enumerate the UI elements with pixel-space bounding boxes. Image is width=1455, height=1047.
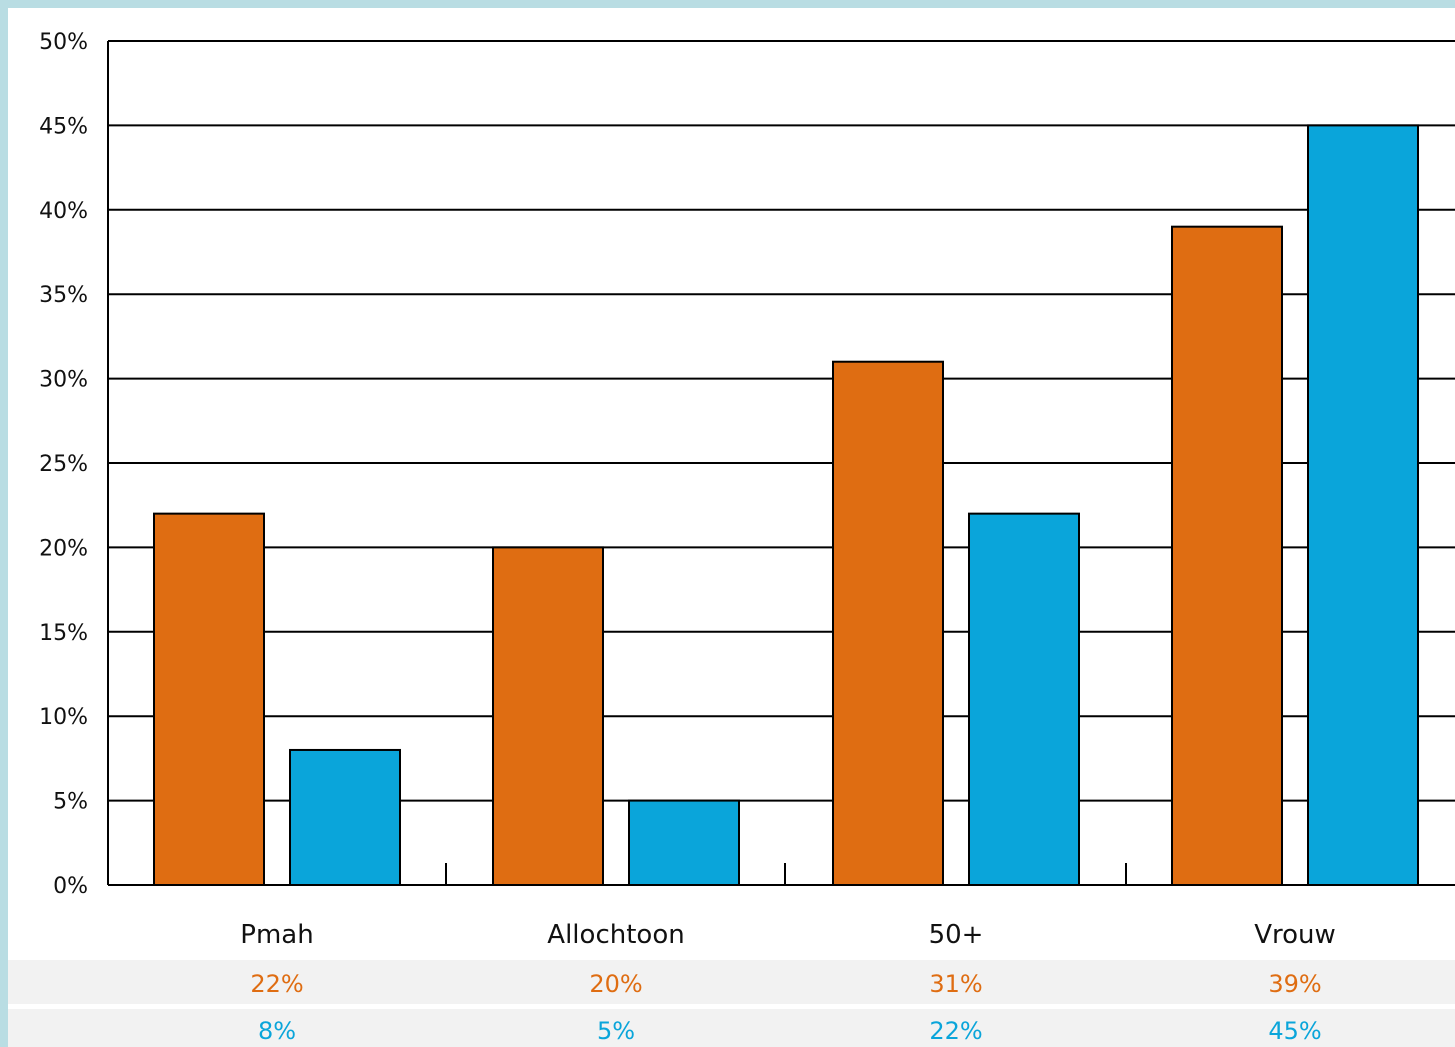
bar-allochtoon-series-1 (628, 799, 740, 886)
category-label: Pmah (240, 920, 313, 950)
y-tick-label: 10% (39, 705, 88, 730)
y-tick-label: 35% (39, 283, 88, 308)
bar-allochtoon-series-0 (492, 546, 604, 887)
row-band-series-0 (8, 960, 1455, 1004)
bar-pmah-series-0 (153, 512, 265, 886)
bar-vrouw-series-0 (1171, 225, 1283, 886)
value-label-series-1: 45% (1268, 1017, 1321, 1045)
category-label: Vrouw (1254, 920, 1336, 950)
bar-vrouw-series-1 (1307, 124, 1419, 886)
category-label: Allochtoon (547, 920, 684, 950)
bar-50-series-1 (968, 512, 1080, 886)
y-tick-label: 15% (39, 621, 88, 646)
bar-50-series-0 (832, 360, 944, 887)
value-label-series-0: 22% (250, 970, 303, 998)
category-labels: Pmah Allochtoon 50+ Vrouw (240, 920, 1335, 950)
y-tick-label: 25% (39, 452, 88, 477)
value-label-series-1: 22% (929, 1017, 982, 1045)
y-tick-label: 20% (39, 536, 88, 561)
category-label: 50+ (929, 920, 984, 950)
value-label-series-0: 31% (929, 970, 982, 998)
y-tick-label: 30% (39, 368, 88, 393)
y-tick-label: 0% (53, 874, 88, 899)
value-label-series-1: 8% (258, 1017, 296, 1045)
axes (107, 41, 1455, 886)
bars (153, 124, 1419, 887)
value-label-series-0: 39% (1268, 970, 1321, 998)
bar-pmah-series-1 (289, 748, 401, 887)
y-tick-label: 40% (39, 199, 88, 224)
value-label-series-1: 5% (597, 1017, 635, 1045)
y-tick-label: 5% (53, 790, 88, 815)
y-tick-label: 45% (39, 114, 88, 139)
y-tick-labels: 0% 5% 10% 15% 20% 25% 30% 35% 40% 45% 50% (39, 30, 88, 899)
value-table: 22% 20% 31% 39% 8% 5% 22% 45% (250, 970, 1321, 1045)
row-band-series-1 (8, 1009, 1455, 1047)
value-label-series-0: 20% (589, 970, 642, 998)
y-tick-label: 50% (39, 30, 88, 55)
